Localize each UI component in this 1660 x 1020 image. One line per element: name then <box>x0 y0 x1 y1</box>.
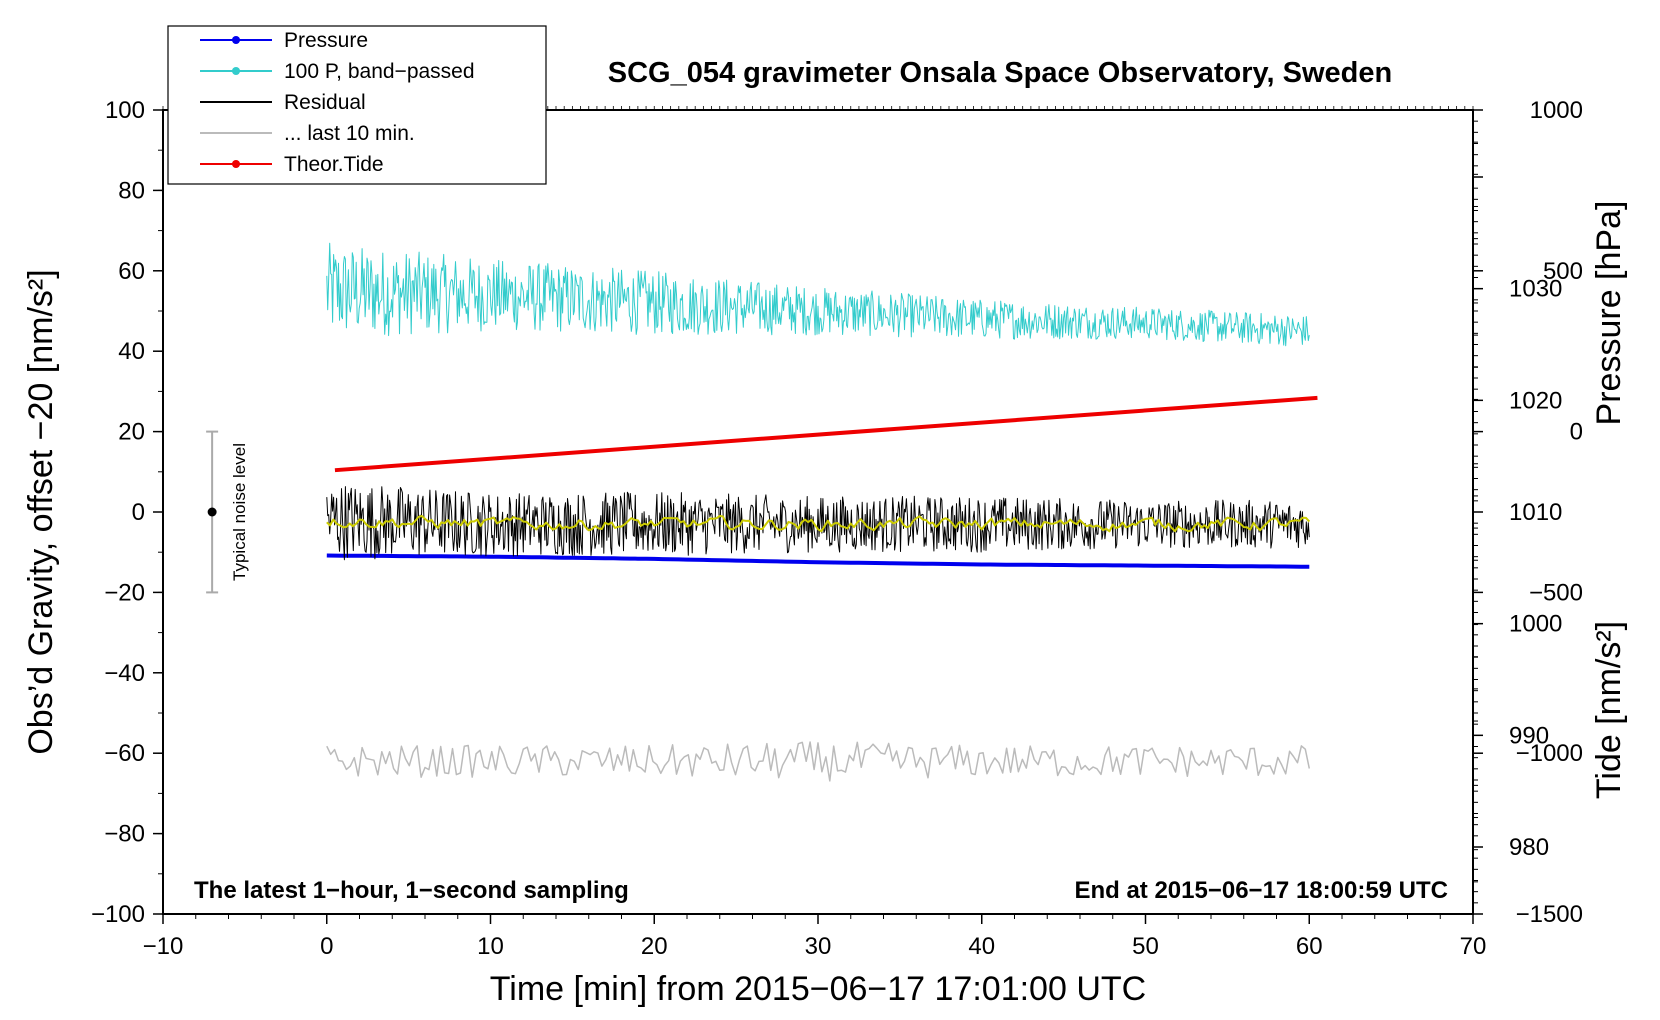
legend-marker <box>232 67 240 75</box>
y-tick-label: 0 <box>132 499 145 526</box>
legend-marker <box>232 36 240 44</box>
legend-marker <box>232 160 240 168</box>
annotation-left: The latest 1−hour, 1−second sampling <box>194 877 629 904</box>
chart-title: SCG_054 gravimeter Onsala Space Observat… <box>608 57 1392 89</box>
y-tick-label: −40 <box>104 660 145 687</box>
legend-label: 100 P, band−passed <box>284 60 475 83</box>
pressure-tick-label: 980 <box>1509 834 1549 861</box>
y-tick-label: 40 <box>118 338 145 365</box>
tide-tick-label: −500 <box>1529 579 1583 606</box>
y-tick-label: −80 <box>104 821 145 848</box>
y-tick-label: −20 <box>104 579 145 606</box>
pressure-axis: 980 990 1000 1010 1020 1030 <box>1473 109 1562 904</box>
series-layer <box>326 242 1318 782</box>
legend-label: Pressure <box>284 29 368 52</box>
bandpassed-pressure-line <box>326 242 1310 347</box>
x-tick-label: 40 <box>968 933 995 960</box>
residual-smoothed-line <box>326 514 1311 533</box>
y-tick-label: 100 <box>105 97 145 124</box>
legend: Pressure 100 P, band−passed Residual ... la… <box>167 25 547 185</box>
annotation-right: End at 2015−06−17 18:00:59 UTC <box>1074 877 1448 904</box>
x-tick-label: 0 <box>320 933 333 960</box>
residual-line <box>326 486 1310 561</box>
legend-label: Theor.Tide <box>284 153 384 176</box>
x-axis: −10 0 10 20 30 40 50 60 70 <box>143 106 1487 960</box>
y-tick-label: −60 <box>104 740 145 767</box>
legend-label: ... last 10 min. <box>284 122 415 145</box>
tide-tick-label: 500 <box>1543 258 1583 285</box>
noise-label: Typical noise level <box>230 443 249 581</box>
x-tick-label: 10 <box>477 933 504 960</box>
pressure-tick-label: 1000 <box>1509 611 1562 638</box>
pressure-tick-label: 990 <box>1509 722 1549 749</box>
y-tick-label: 60 <box>118 258 145 285</box>
legend-box <box>167 25 547 185</box>
noise-indicator: Typical noise level <box>206 430 249 594</box>
y-tick-label: −100 <box>91 901 145 928</box>
x-tick-label: 60 <box>1296 933 1323 960</box>
tide-tick-label: −1500 <box>1516 901 1583 928</box>
noise-center-dot <box>207 507 217 517</box>
x-tick-label: −10 <box>143 933 184 960</box>
x-tick-label: 70 <box>1460 933 1487 960</box>
y-tick-label: 20 <box>118 419 145 446</box>
tide-axis: −1500 −1000 −500 0 500 1000 <box>1473 97 1583 928</box>
y-axis-title: Obs’d Gravity, offset −20 [nm/s²] <box>22 269 60 754</box>
x-tick-label: 50 <box>1132 933 1159 960</box>
x-axis-title: Time [min] from 2015−06−17 17:01:00 UTC <box>490 970 1146 1008</box>
pressure-tick-label: 1030 <box>1509 276 1562 303</box>
tide-line <box>334 395 1318 473</box>
x-tick-label: 20 <box>641 933 668 960</box>
tide-tick-label: 0 <box>1570 419 1583 446</box>
y-axis: −100 −80 −60 −40 −20 0 20 40 60 80 100 <box>91 97 163 928</box>
pressure-line <box>326 553 1310 569</box>
tide-axis-title: Tide [nm/s²] <box>1590 621 1628 799</box>
x-tick-label: 30 <box>805 933 832 960</box>
y-tick-label: 80 <box>118 177 145 204</box>
legend-label: Residual <box>284 91 366 114</box>
last-10-min-line <box>326 741 1311 782</box>
pressure-tick-label: 1010 <box>1509 499 1562 526</box>
pressure-tick-label: 1020 <box>1509 387 1562 414</box>
tide-tick-label: −1000 <box>1516 740 1583 767</box>
pressure-axis-title: Pressure [hPa] <box>1590 201 1628 426</box>
tide-tick-label: 1000 <box>1530 97 1583 124</box>
